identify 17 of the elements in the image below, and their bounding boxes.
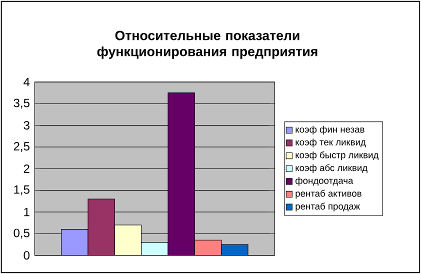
y-tick-label: 4 — [24, 78, 30, 86]
y-tick-label: 3 — [24, 121, 30, 130]
y-tick-label: 0,5 — [14, 228, 30, 239]
y-tick-label: 1,5 — [14, 185, 30, 196]
legend-label: рентаб продаж — [296, 202, 360, 212]
y-tick-label: 1 — [24, 208, 30, 216]
chart-title: Относительные показатели функционирования предприятия — [97, 30, 318, 59]
legend-label: рентаб активов — [296, 190, 362, 199]
legend-label: коэф фин незав — [296, 126, 364, 135]
y-tick-label: 2,5 — [14, 142, 30, 152]
legend-label: коэф быстр ликвид — [296, 151, 379, 160]
legend-label: коэф абс ликвид — [296, 164, 368, 173]
legend-label: коэф тек ликвид — [296, 138, 366, 148]
y-tick-label: 2 — [24, 164, 30, 173]
legend-label: фондоотдача — [296, 177, 354, 186]
y-tick-label: 3,5 — [14, 98, 30, 109]
y-tick-label: 0 — [24, 251, 30, 260]
